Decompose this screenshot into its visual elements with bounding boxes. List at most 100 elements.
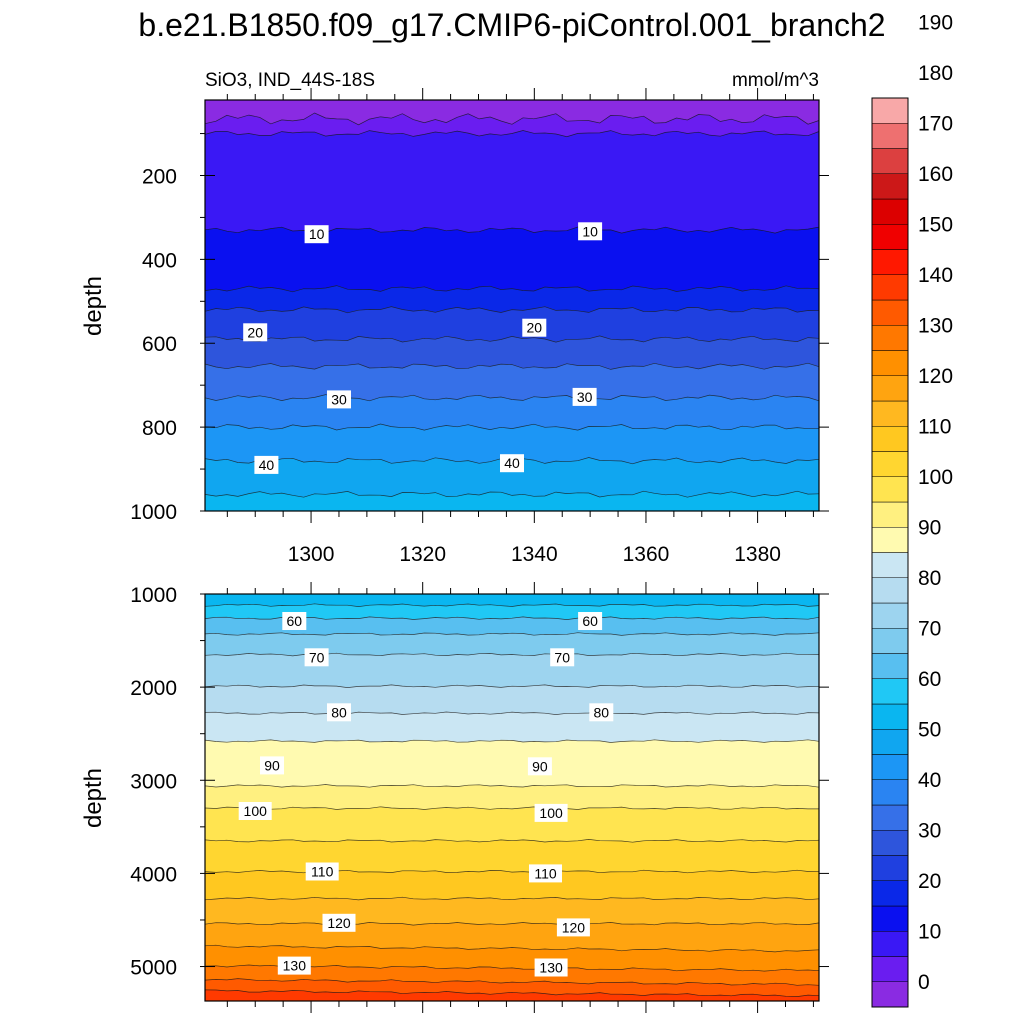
colorbar-swatch bbox=[871, 527, 909, 553]
colorbar-label: 0 bbox=[918, 971, 930, 994]
contour-line bbox=[204, 784, 820, 788]
contour-label: 80 bbox=[327, 703, 351, 722]
contour-line bbox=[204, 632, 820, 636]
y-tick-label: 3000 bbox=[130, 770, 177, 793]
contour-label: 70 bbox=[550, 648, 575, 667]
colorbar-swatch bbox=[871, 804, 909, 831]
contour-label-text: 130 bbox=[283, 958, 307, 974]
colorbar-swatch bbox=[871, 931, 909, 957]
contour-label-box bbox=[534, 958, 568, 977]
contour-line bbox=[204, 806, 819, 810]
contour-label: 110 bbox=[529, 864, 562, 883]
contour-label-text: 120 bbox=[327, 915, 351, 931]
contour-label: 80 bbox=[589, 703, 614, 722]
upper-y-axis-label: depth bbox=[80, 276, 107, 336]
contour-label-text: 60 bbox=[287, 613, 303, 629]
x-tick-label: 1380 bbox=[734, 543, 781, 566]
upper-panel: 200 400 600 800 1000 1300 1320 1340 1360 1380 10 10… bbox=[130, 88, 829, 566]
contour-line bbox=[204, 285, 820, 293]
contour-label-text: 40 bbox=[504, 455, 520, 471]
colorbar-swatch bbox=[871, 97, 909, 124]
colorbar-label: 70 bbox=[918, 617, 941, 640]
colorbar-label: 20 bbox=[918, 870, 941, 893]
contour-label: 40 bbox=[500, 454, 524, 473]
contour-line bbox=[204, 739, 820, 743]
colorbar-swatch bbox=[871, 830, 909, 856]
contour-band bbox=[204, 632, 820, 657]
contour-label-box bbox=[522, 318, 547, 337]
contour-label: 100 bbox=[238, 802, 272, 820]
colorbar-swatch bbox=[871, 400, 909, 427]
y-tick-label: 5000 bbox=[130, 957, 177, 980]
contour-label: 30 bbox=[572, 387, 597, 406]
colorbar-swatch bbox=[871, 274, 909, 301]
contour-line bbox=[204, 112, 820, 126]
contour-label-box bbox=[572, 387, 597, 406]
colorbar-swatch bbox=[871, 173, 909, 200]
contour-line bbox=[204, 684, 820, 688]
contour-band bbox=[204, 362, 820, 402]
contour-label: 20 bbox=[243, 323, 268, 342]
contour-label: 60 bbox=[282, 612, 307, 630]
contour-line bbox=[204, 978, 820, 986]
colorbar-label: 30 bbox=[918, 819, 941, 842]
contour-label-box bbox=[578, 612, 603, 630]
colorbar-label: 40 bbox=[918, 769, 941, 792]
y-tick-label: 4000 bbox=[130, 863, 177, 886]
contour-line bbox=[204, 423, 819, 431]
contour-label-text: 30 bbox=[577, 389, 593, 405]
colorbar-swatch bbox=[871, 249, 909, 275]
colorbar-swatch bbox=[871, 501, 909, 528]
contour-label-box bbox=[578, 222, 603, 241]
contour-label-text: 120 bbox=[562, 919, 586, 935]
figure-title: b.e21.B1850.f09_g17.CMIP6-piControl.001_… bbox=[138, 7, 885, 43]
colorbar-label: 160 bbox=[918, 163, 953, 186]
colorbar-swatch bbox=[871, 224, 909, 250]
contour-label-box bbox=[304, 225, 329, 244]
plot-frame bbox=[204, 99, 820, 512]
colorbar-swatch bbox=[871, 123, 909, 149]
contour-label-box bbox=[305, 862, 339, 881]
subtitle-variable-region: SiO3, IND_44S-18S bbox=[205, 70, 375, 91]
colorbar-swatch bbox=[871, 905, 909, 932]
contour-label-box bbox=[534, 803, 568, 822]
contour-label-text: 100 bbox=[244, 803, 268, 819]
contour-line bbox=[204, 362, 820, 370]
x-tick-label: 1340 bbox=[511, 543, 558, 566]
contour-band bbox=[204, 739, 820, 788]
contour-label-text: 110 bbox=[311, 864, 334, 880]
colorbar-swatch bbox=[871, 956, 909, 982]
lower-y-axis-label: depth bbox=[80, 768, 107, 828]
colorbar-swatch bbox=[871, 426, 909, 452]
contour-line bbox=[204, 490, 820, 498]
x-tick-label: 1360 bbox=[623, 543, 670, 566]
contour-line bbox=[204, 711, 820, 715]
colorbar-swatch bbox=[871, 703, 909, 730]
y-tick-label: 1000 bbox=[130, 584, 177, 607]
colorbar-swatch bbox=[871, 552, 909, 578]
contour-label: 70 bbox=[304, 648, 329, 667]
colorbar-swatch bbox=[871, 325, 909, 351]
colorbar-label: 110 bbox=[918, 415, 951, 438]
contour-band bbox=[204, 684, 820, 715]
contour-label-box bbox=[282, 612, 307, 630]
contour-label: 130 bbox=[534, 958, 568, 977]
contour-band bbox=[204, 394, 820, 431]
colorbar-swatch bbox=[871, 754, 909, 780]
plot-frame bbox=[204, 593, 820, 1002]
colorbar-frame bbox=[871, 97, 909, 1008]
contour-label: 100 bbox=[534, 803, 568, 822]
y-tick-label: 2000 bbox=[130, 677, 177, 700]
contour-label: 40 bbox=[254, 455, 279, 474]
colorbar-label: 10 bbox=[918, 920, 941, 943]
colorbar-label: 90 bbox=[918, 516, 941, 539]
colorbar-label: 150 bbox=[918, 213, 953, 236]
contour-label-box bbox=[500, 454, 524, 473]
units-label: mmol/m^3 bbox=[732, 70, 819, 91]
contour-label-text: 20 bbox=[247, 324, 263, 340]
contour-line bbox=[204, 130, 820, 138]
colorbar-swatch bbox=[871, 628, 909, 654]
colorbar-label: 80 bbox=[918, 567, 941, 590]
contour-band bbox=[204, 806, 820, 843]
